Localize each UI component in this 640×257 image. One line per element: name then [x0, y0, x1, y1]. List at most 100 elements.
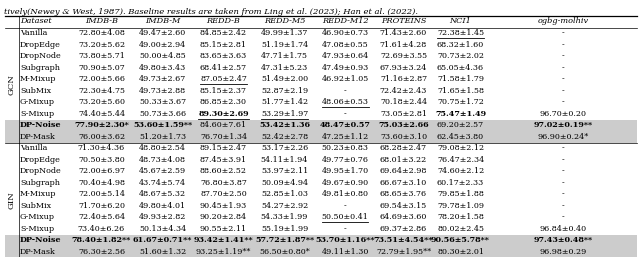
- Text: 49.93±2.82: 49.93±2.82: [139, 213, 186, 221]
- Text: 49.81±0.80: 49.81±0.80: [321, 190, 369, 198]
- Text: 74.60±2.12: 74.60±2.12: [437, 167, 484, 175]
- Text: 73.20±5.60: 73.20±5.60: [78, 98, 125, 106]
- Text: 67.93±3.24: 67.93±3.24: [380, 64, 427, 72]
- Text: -: -: [344, 202, 346, 210]
- Text: 47.71±1.75: 47.71±1.75: [261, 52, 308, 60]
- Text: 48.06±0.53: 48.06±0.53: [321, 98, 369, 106]
- Text: 51.19±1.74: 51.19±1.74: [261, 41, 308, 49]
- Text: 47.49±0.93: 47.49±0.93: [321, 64, 369, 72]
- Text: 97.02±0.19**: 97.02±0.19**: [533, 121, 593, 129]
- Text: -: -: [344, 225, 346, 233]
- Text: 68.32±1.60: 68.32±1.60: [437, 41, 484, 49]
- Text: DropNode: DropNode: [20, 52, 61, 60]
- Text: IMDB-B: IMDB-B: [85, 17, 118, 25]
- Text: tively(Newey & West, 1987). Baseline results are taken from Ling et al. (2023); : tively(Newey & West, 1987). Baseline res…: [4, 8, 418, 16]
- Text: 66.67±3.10: 66.67±3.10: [380, 179, 427, 187]
- Text: 53.60±1.59**: 53.60±1.59**: [133, 121, 192, 129]
- Text: S-Mixup: S-Mixup: [20, 225, 54, 233]
- Text: -: -: [562, 213, 564, 221]
- Text: 69.37±2.86: 69.37±2.86: [380, 225, 427, 233]
- Text: 70.18±2.44: 70.18±2.44: [380, 98, 427, 106]
- Text: -: -: [562, 41, 564, 49]
- Text: 69.20±2.57: 69.20±2.57: [437, 121, 484, 129]
- Text: -: -: [562, 98, 564, 106]
- Text: 68.41±2.57: 68.41±2.57: [200, 64, 247, 72]
- Text: 47.31±5.23: 47.31±5.23: [261, 64, 308, 72]
- Text: 50.23±0.83: 50.23±0.83: [321, 144, 369, 152]
- Text: -: -: [562, 202, 564, 210]
- Text: 87.05±2.47: 87.05±2.47: [200, 75, 247, 83]
- Text: -: -: [562, 52, 564, 60]
- Text: 53.17±2.26: 53.17±2.26: [261, 144, 308, 152]
- Text: DropEdge: DropEdge: [20, 41, 61, 49]
- Text: 86.85±2.30: 86.85±2.30: [200, 98, 247, 106]
- Text: NCI1: NCI1: [450, 17, 472, 25]
- Text: -: -: [562, 29, 564, 37]
- Text: 88.60±2.52: 88.60±2.52: [200, 167, 247, 175]
- Text: 49.73±2.67: 49.73±2.67: [139, 75, 186, 83]
- Text: M-Mixup: M-Mixup: [20, 75, 56, 83]
- Text: 48.67±5.32: 48.67±5.32: [139, 190, 186, 198]
- Text: 96.70±0.20: 96.70±0.20: [540, 110, 586, 118]
- Text: 45.67±2.59: 45.67±2.59: [139, 167, 186, 175]
- Text: 49.67±0.90: 49.67±0.90: [321, 179, 369, 187]
- Text: 77.90±2.30*: 77.90±2.30*: [74, 121, 129, 129]
- Text: 49.11±1.30: 49.11±1.30: [321, 248, 369, 256]
- Text: 56.50±0.80*: 56.50±0.80*: [259, 248, 310, 256]
- Text: REDD-B: REDD-B: [207, 17, 241, 25]
- Text: 71.61±4.28: 71.61±4.28: [380, 41, 427, 49]
- Text: 90.56±5.78**: 90.56±5.78**: [431, 236, 490, 244]
- Text: 46.90±0.73: 46.90±0.73: [321, 29, 369, 37]
- Text: 75.03±2.66: 75.03±2.66: [378, 121, 429, 129]
- Text: 73.80±5.71: 73.80±5.71: [78, 52, 125, 60]
- Text: 49.99±1.37: 49.99±1.37: [261, 29, 308, 37]
- Text: Vanilla: Vanilla: [20, 144, 47, 152]
- Text: ogbg-molhiv: ogbg-molhiv: [538, 17, 589, 25]
- Text: 78.20±1.58: 78.20±1.58: [437, 213, 484, 221]
- Text: SubMix: SubMix: [20, 87, 51, 95]
- Text: GIN: GIN: [8, 191, 16, 209]
- Text: 71.70±6.20: 71.70±6.20: [78, 202, 125, 210]
- Text: 47.93±0.64: 47.93±0.64: [321, 52, 369, 60]
- Text: 72.40±5.64: 72.40±5.64: [78, 213, 125, 221]
- Text: 87.45±3.91: 87.45±3.91: [200, 156, 247, 164]
- Text: SubMix: SubMix: [20, 202, 51, 210]
- Text: 47.25±1.12: 47.25±1.12: [321, 133, 369, 141]
- Text: 53.42±1.36: 53.42±1.36: [259, 121, 310, 129]
- Bar: [5, 120, 637, 131]
- Text: 80.02±2.45: 80.02±2.45: [437, 225, 484, 233]
- Text: -: -: [562, 64, 564, 72]
- Text: 97.43±0.48**: 97.43±0.48**: [533, 236, 593, 244]
- Text: 70.73±2.02: 70.73±2.02: [437, 52, 484, 60]
- Text: GCN: GCN: [8, 75, 16, 95]
- Text: 69.54±3.15: 69.54±3.15: [380, 202, 427, 210]
- Text: 73.51±4.54**: 73.51±4.54**: [374, 236, 433, 244]
- Text: 49.73±2.88: 49.73±2.88: [139, 87, 186, 95]
- Text: 76.30±2.56: 76.30±2.56: [78, 248, 125, 256]
- Text: -: -: [562, 75, 564, 83]
- Text: 47.08±0.55: 47.08±0.55: [322, 41, 369, 49]
- Text: IMDB-M: IMDB-M: [145, 17, 180, 25]
- Text: 68.65±3.76: 68.65±3.76: [380, 190, 427, 198]
- Text: 71.30±4.36: 71.30±4.36: [78, 144, 125, 152]
- Text: 73.05±2.81: 73.05±2.81: [380, 110, 427, 118]
- Text: 73.20±5.62: 73.20±5.62: [78, 41, 125, 49]
- Text: -: -: [562, 167, 564, 175]
- Text: 49.47±2.60: 49.47±2.60: [139, 29, 186, 37]
- Text: G-Mixup: G-Mixup: [20, 98, 55, 106]
- Text: 51.60±1.32: 51.60±1.32: [139, 248, 186, 256]
- Text: 68.28±2.47: 68.28±2.47: [380, 144, 427, 152]
- Text: S-Mixup: S-Mixup: [20, 110, 54, 118]
- Text: 52.85±1.03: 52.85±1.03: [261, 190, 308, 198]
- Text: 60.17±2.33: 60.17±2.33: [437, 179, 484, 187]
- Text: 71.65±1.58: 71.65±1.58: [437, 87, 484, 95]
- Text: 50.33±3.67: 50.33±3.67: [139, 98, 186, 106]
- Text: 73.60±3.10: 73.60±3.10: [380, 133, 427, 141]
- Text: 68.01±3.22: 68.01±3.22: [380, 156, 427, 164]
- Text: 76.00±3.62: 76.00±3.62: [78, 133, 125, 141]
- Text: 76.80±3.87: 76.80±3.87: [200, 179, 247, 187]
- Text: 72.00±6.97: 72.00±6.97: [78, 167, 125, 175]
- Text: 71.43±2.60: 71.43±2.60: [380, 29, 427, 37]
- Text: 43.74±5.74: 43.74±5.74: [139, 179, 186, 187]
- Text: 53.97±2.11: 53.97±2.11: [261, 167, 308, 175]
